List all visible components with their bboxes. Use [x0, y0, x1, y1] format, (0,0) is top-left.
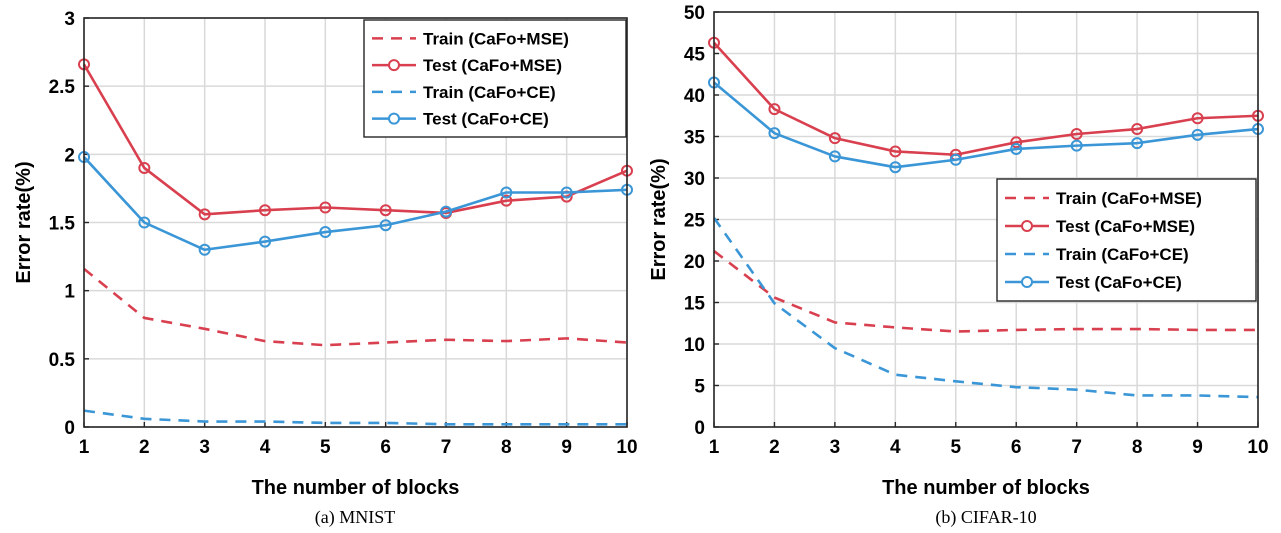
data-point	[138, 216, 151, 229]
data-point	[1191, 112, 1204, 125]
data-point	[138, 161, 151, 174]
y-tick-label: 40	[684, 86, 705, 107]
data-point	[560, 186, 573, 199]
x-tick-label: 6	[1011, 437, 1022, 458]
data-point	[319, 226, 332, 239]
x-tick-label: 7	[441, 437, 452, 458]
legend-label-1: Train (CaFo+MSE)	[423, 29, 569, 48]
y-tick-label: 30	[684, 169, 705, 190]
x-tick-label: 5	[950, 437, 961, 458]
x-tick-label: 7	[1071, 437, 1082, 458]
x-tick-label: 3	[199, 437, 210, 458]
series-line-3	[712, 217, 1259, 399]
legend-marker	[388, 112, 400, 125]
legend-label-2: Test (CaFo+MSE)	[423, 56, 562, 75]
data-point	[319, 201, 332, 214]
y-tick-label: 1	[64, 282, 75, 303]
y-tick-label: 3	[64, 9, 75, 30]
data-point	[1070, 128, 1083, 141]
legend-label-3: Train (CaFo+CE)	[1056, 245, 1189, 264]
y-tick-label: 50	[684, 3, 705, 24]
y-tick-label: 1.5	[49, 214, 76, 235]
data-point	[828, 150, 841, 163]
legend-label-3: Train (CaFo+CE)	[423, 83, 556, 102]
axes-frame	[83, 17, 628, 428]
data-point	[198, 243, 211, 256]
series-line-4	[83, 156, 628, 252]
data-point	[1191, 128, 1204, 141]
series-line-2	[82, 63, 628, 216]
legend-marker	[1021, 220, 1033, 232]
data-point	[1010, 136, 1023, 149]
y-tick-label: 2	[64, 145, 75, 166]
x-tick-label: 1	[79, 437, 90, 458]
data-point	[768, 103, 781, 116]
series-line-2	[713, 41, 1259, 157]
x-tick-label: 10	[1247, 437, 1268, 458]
y-tick-label: 0	[64, 418, 75, 439]
y-tick-label: 15	[684, 294, 706, 315]
data-point	[440, 205, 452, 218]
y-tick-label: 0.5	[49, 350, 76, 371]
subfigure-caption: (a) MNIST	[315, 507, 395, 528]
x-axis-label: The number of blocks	[252, 477, 460, 499]
x-tick-label: 4	[890, 437, 901, 458]
data-point	[828, 132, 841, 145]
legend-label-4: Test (CaFo+CE)	[423, 110, 549, 129]
y-tick-label: 2.5	[49, 77, 76, 98]
x-tick-label: 8	[501, 437, 512, 458]
data-point	[768, 127, 781, 140]
y-tick-label: 20	[684, 252, 705, 273]
data-point	[198, 208, 211, 221]
legend-marker	[388, 59, 400, 72]
data-point	[379, 219, 392, 232]
x-tick-label: 3	[830, 437, 841, 458]
x-tick-label: 2	[139, 437, 150, 458]
series-line-4	[713, 81, 1259, 169]
data-point	[1070, 139, 1083, 152]
x-tick-label: 4	[260, 437, 271, 458]
y-tick-label: 45	[684, 45, 706, 66]
data-point	[500, 194, 513, 207]
chart-panel-1: 1 2 3 4 5 6 7 8 9 10 0 0.5 1 1.5 2 2.5 3 Train (CaFo+MSE)…	[13, 9, 638, 528]
data-point	[1010, 142, 1023, 155]
series-line-1	[83, 267, 628, 347]
data-point	[889, 161, 902, 174]
y-tick-label: 25	[684, 211, 706, 232]
x-tick-label: 2	[769, 437, 780, 458]
legend-label-2: Test (CaFo+MSE)	[1056, 217, 1195, 236]
x-tick-label: 10	[616, 437, 637, 458]
series-line-1	[713, 250, 1258, 333]
x-axis-label: The number of blocks	[882, 477, 1090, 499]
data-point	[1131, 137, 1144, 150]
x-tick-label: 5	[320, 437, 331, 458]
x-tick-label: 6	[380, 437, 391, 458]
data-point	[259, 204, 271, 217]
data-point	[500, 186, 513, 199]
y-tick-label: 0	[694, 418, 705, 439]
data-point	[1131, 123, 1144, 136]
x-tick-label: 1	[709, 437, 720, 458]
x-tick-label: 8	[1132, 437, 1143, 458]
y-axis-label: Error rate(%)	[13, 161, 35, 283]
data-point	[379, 204, 392, 217]
data-point	[889, 145, 902, 158]
data-point	[949, 153, 962, 166]
subfigure-caption: (b) CIFAR-10	[935, 507, 1036, 528]
axes-frame	[713, 11, 1259, 428]
legend-marker	[1021, 276, 1033, 288]
y-axis-label: Error rate(%)	[648, 158, 670, 280]
y-tick-label: 5	[694, 377, 705, 398]
legend-box	[996, 178, 1257, 302]
legend-label-4: Test (CaFo+CE)	[1056, 273, 1182, 292]
y-tick-label: 10	[684, 335, 705, 356]
series-line-3	[83, 409, 627, 426]
x-tick-label: 9	[1192, 437, 1203, 458]
legend-label-1: Train (CaFo+MSE)	[1056, 189, 1202, 208]
data-point	[259, 235, 271, 248]
x-tick-label: 9	[561, 437, 572, 458]
y-tick-label: 35	[684, 128, 706, 149]
